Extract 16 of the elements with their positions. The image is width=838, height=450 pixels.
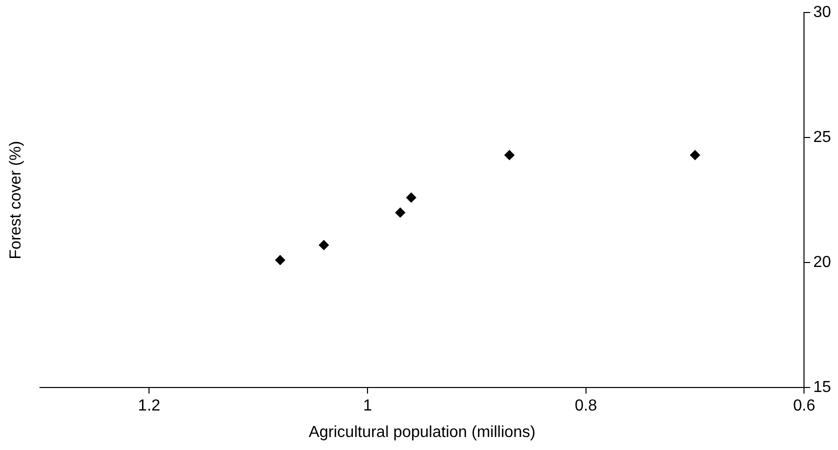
- point: [395, 208, 406, 218]
- x-tick-label: 0.8: [574, 398, 598, 415]
- x-axis-title: Agricultural population (millions): [308, 424, 536, 441]
- y-tick-label: 30: [813, 4, 832, 22]
- point: [318, 240, 329, 250]
- x-tick-label: 0.6: [793, 398, 816, 415]
- x-tick-label: 1: [363, 398, 372, 415]
- point: [406, 192, 416, 203]
- y-axis-title: Forest cover (%): [7, 140, 24, 260]
- y-tick-label: 25: [813, 129, 832, 146]
- y-tick-label: 15: [813, 379, 832, 396]
- point: [504, 150, 514, 160]
- point: [690, 150, 700, 160]
- x-tick-label: 1.2: [138, 398, 160, 415]
- y-tick-label: 20: [813, 254, 832, 272]
- point: [275, 255, 286, 266]
